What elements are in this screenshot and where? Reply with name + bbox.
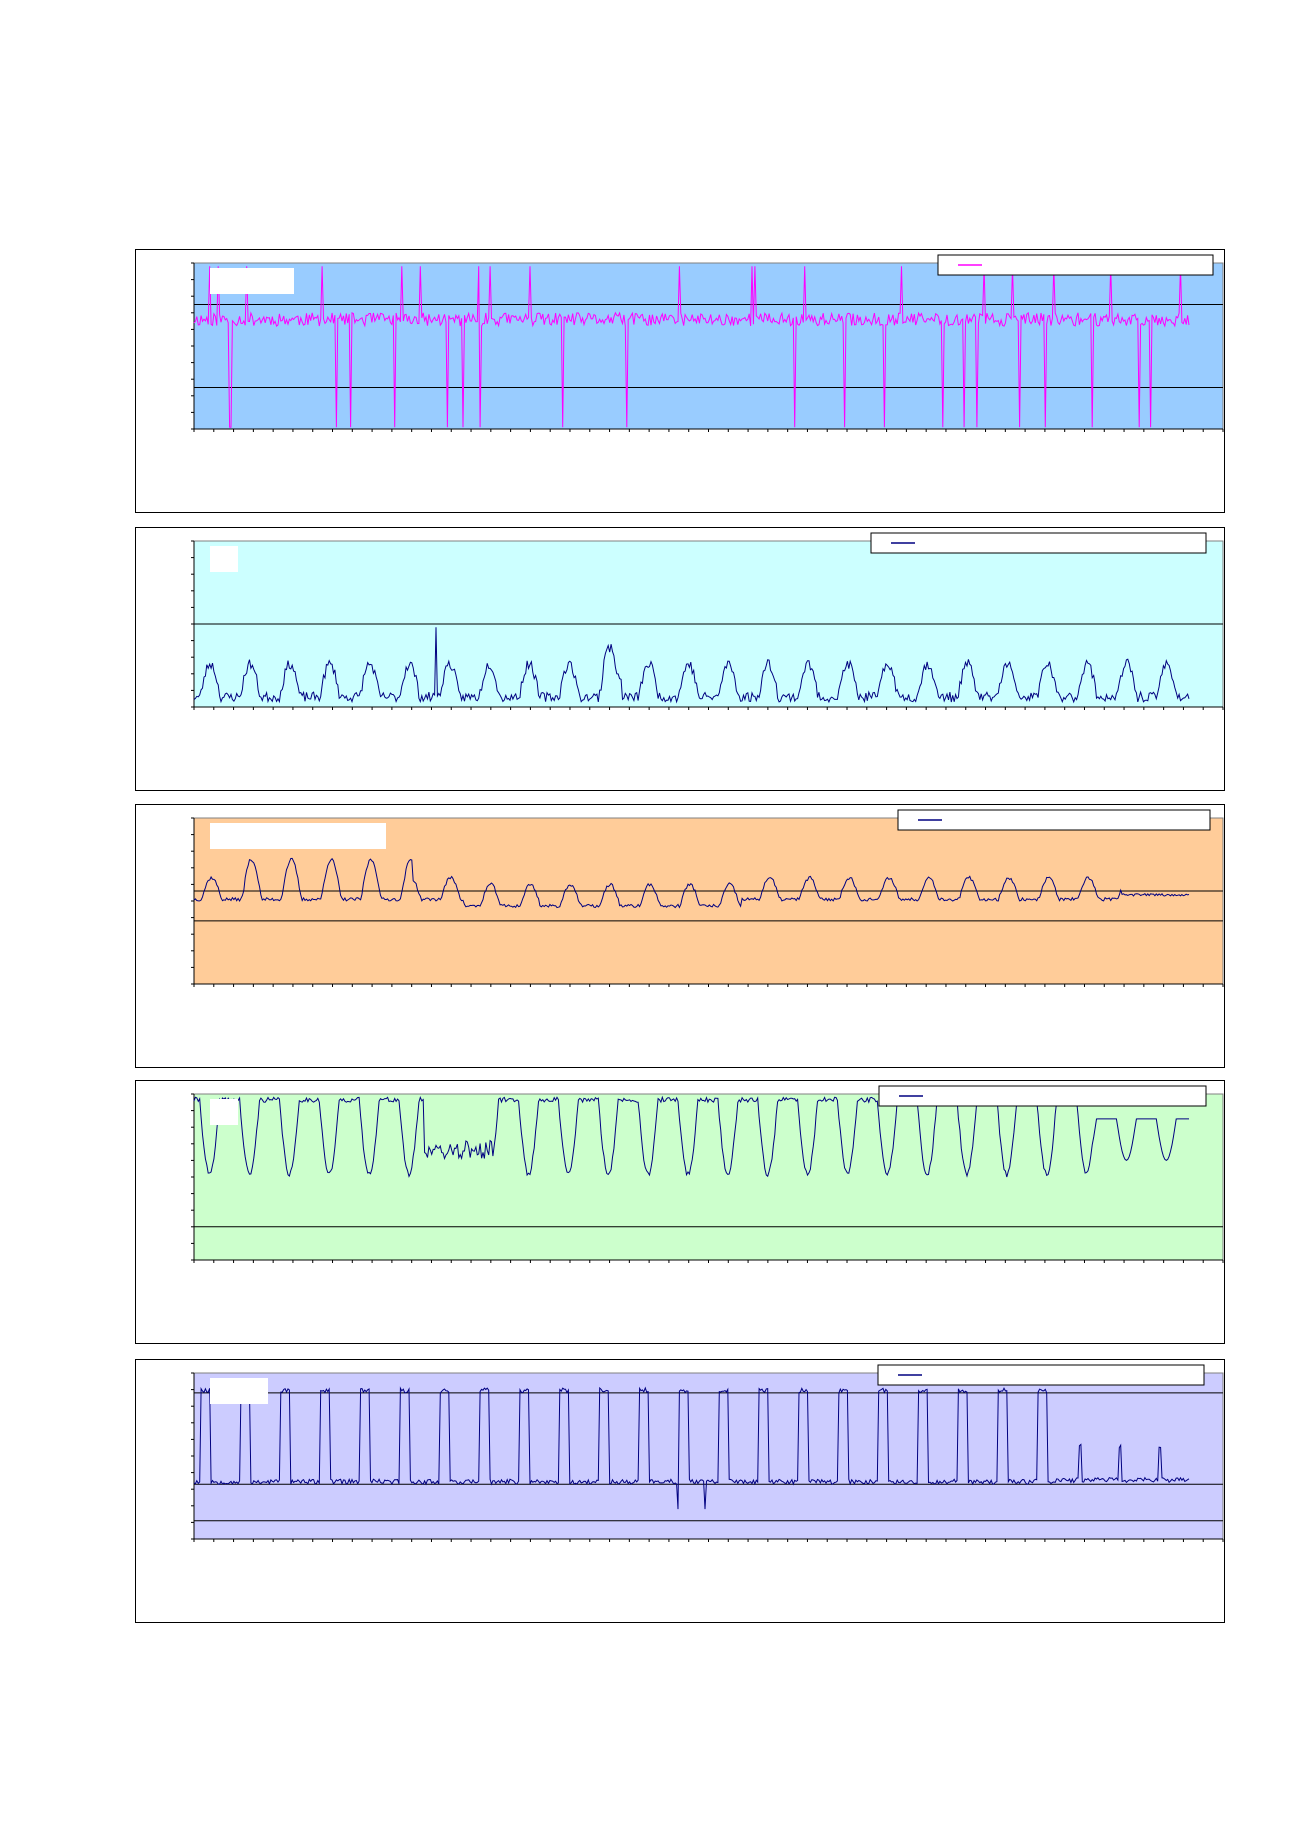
legend-box: [870, 532, 1207, 554]
series-line-1: [193, 627, 1190, 704]
legend: [870, 532, 1207, 554]
chart-panel-2: [135, 527, 1225, 791]
legend: [937, 254, 1214, 276]
chart-panel-3: [135, 804, 1225, 1068]
series-line-1: [193, 266, 1190, 428]
series-line-1: [193, 857, 1190, 909]
legend: [897, 809, 1211, 831]
legend: [878, 1085, 1207, 1107]
chart-panel-4: [135, 1080, 1225, 1344]
title-box: [210, 823, 386, 849]
chart-panel-5: [135, 1359, 1225, 1623]
chart-svg-3: [191, 809, 1224, 987]
plot-area: [193, 1372, 1224, 1540]
chart-svg-4: [191, 1085, 1224, 1263]
title-box: [210, 1099, 238, 1125]
legend-box: [878, 1085, 1207, 1107]
chart-svg-2: [191, 532, 1224, 710]
chart-svg-5: [191, 1364, 1224, 1542]
title-box: [210, 1378, 268, 1404]
plot-area: [193, 262, 1224, 430]
plot-area: [193, 1093, 1224, 1261]
title-box: [210, 546, 238, 572]
legend-box: [877, 1364, 1205, 1386]
title-box: [210, 268, 294, 294]
legend-box: [937, 254, 1214, 276]
legend-box: [897, 809, 1211, 831]
series-line-1: [193, 1386, 1190, 1510]
chart-panel-1: [135, 249, 1225, 513]
legend: [877, 1364, 1205, 1386]
chart-svg-1: [191, 254, 1224, 432]
